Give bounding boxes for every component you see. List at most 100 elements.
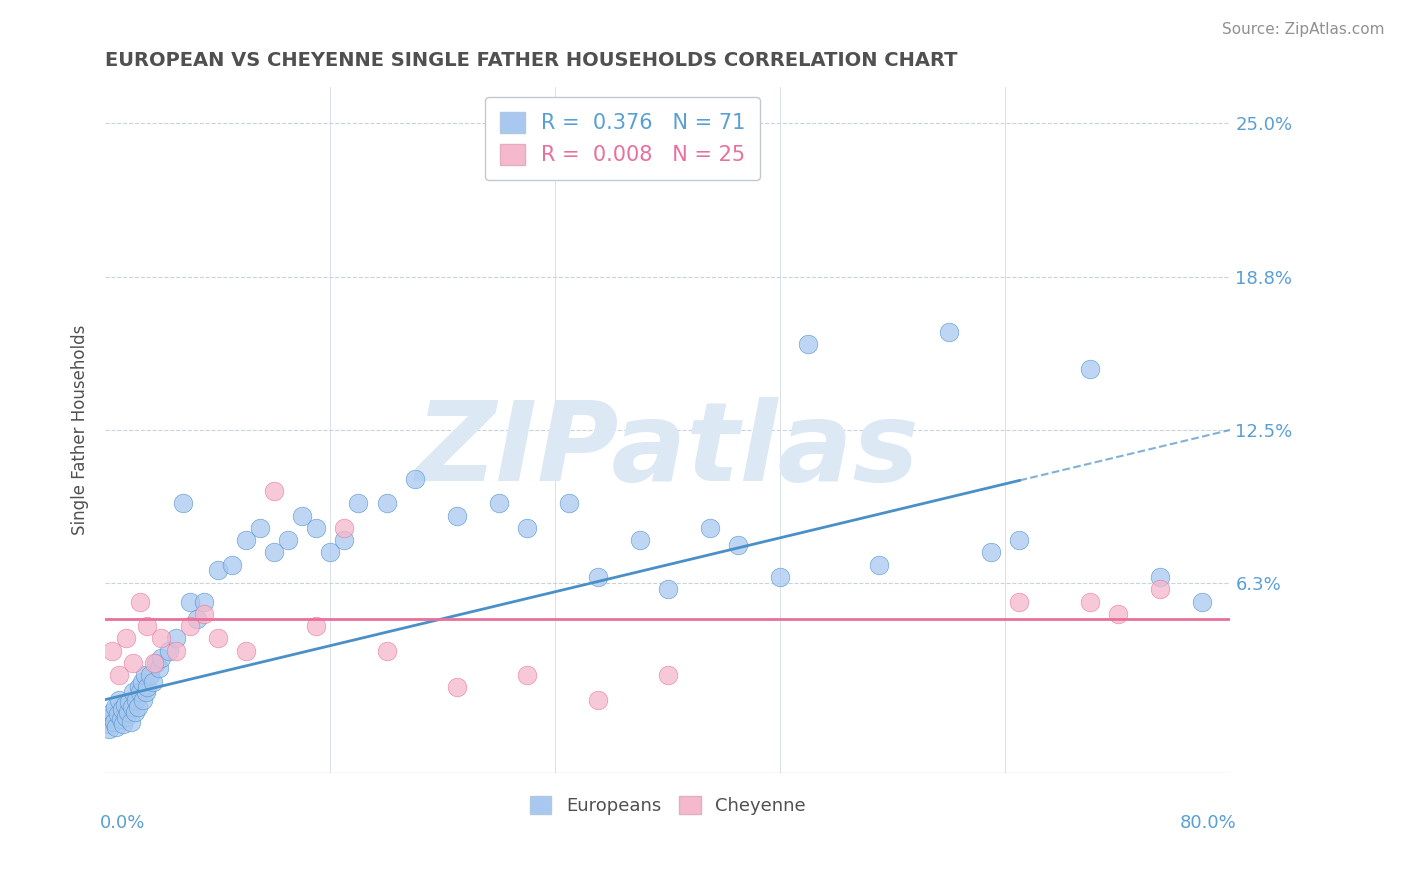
Point <box>139 668 162 682</box>
Point <box>115 710 138 724</box>
Point <box>122 656 145 670</box>
Point <box>235 533 257 548</box>
Point <box>446 508 468 523</box>
Point <box>125 692 148 706</box>
Point <box>657 582 679 597</box>
Point <box>193 594 215 608</box>
Point <box>135 685 157 699</box>
Point <box>131 675 153 690</box>
Point <box>558 496 581 510</box>
Point <box>516 521 538 535</box>
Point <box>404 472 426 486</box>
Point <box>121 700 143 714</box>
Point <box>150 651 173 665</box>
Point <box>1008 594 1031 608</box>
Point <box>142 675 165 690</box>
Point <box>1149 570 1171 584</box>
Point <box>186 612 208 626</box>
Point <box>263 545 285 559</box>
Point <box>98 722 121 736</box>
Point <box>148 661 170 675</box>
Point <box>1078 594 1101 608</box>
Point <box>136 681 159 695</box>
Point <box>319 545 342 559</box>
Point <box>868 558 890 572</box>
Point <box>97 717 120 731</box>
Point <box>446 681 468 695</box>
Point <box>699 521 721 535</box>
Point <box>145 656 167 670</box>
Point <box>129 685 152 699</box>
Point <box>117 705 139 719</box>
Point <box>938 325 960 339</box>
Text: 0.0%: 0.0% <box>100 814 145 832</box>
Point <box>150 632 173 646</box>
Point <box>277 533 299 548</box>
Point <box>1107 607 1129 621</box>
Legend: Europeans, Cheyenne: Europeans, Cheyenne <box>519 785 817 826</box>
Point <box>179 619 201 633</box>
Point <box>1191 594 1213 608</box>
Point <box>114 698 136 712</box>
Point <box>235 643 257 657</box>
Point <box>586 692 609 706</box>
Point <box>263 484 285 499</box>
Point <box>333 521 356 535</box>
Point <box>101 705 124 719</box>
Text: Source: ZipAtlas.com: Source: ZipAtlas.com <box>1222 22 1385 37</box>
Point <box>104 700 127 714</box>
Point <box>305 521 328 535</box>
Point <box>112 717 135 731</box>
Point <box>107 707 129 722</box>
Point <box>172 496 194 510</box>
Point <box>100 710 122 724</box>
Point <box>797 337 820 351</box>
Point <box>980 545 1002 559</box>
Point <box>769 570 792 584</box>
Point <box>157 643 180 657</box>
Point <box>1008 533 1031 548</box>
Point <box>111 702 134 716</box>
Point <box>1078 361 1101 376</box>
Point <box>727 538 749 552</box>
Point <box>291 508 314 523</box>
Point <box>108 692 131 706</box>
Point <box>516 668 538 682</box>
Point <box>128 681 150 695</box>
Point <box>118 695 141 709</box>
Y-axis label: Single Father Households: Single Father Households <box>72 325 89 535</box>
Point <box>586 570 609 584</box>
Point <box>132 692 155 706</box>
Point <box>1149 582 1171 597</box>
Point <box>127 700 149 714</box>
Text: 80.0%: 80.0% <box>1180 814 1236 832</box>
Point <box>305 619 328 633</box>
Point <box>136 619 159 633</box>
Point <box>193 607 215 621</box>
Point <box>120 714 142 729</box>
Point <box>207 632 229 646</box>
Point <box>333 533 356 548</box>
Point <box>124 705 146 719</box>
Point <box>249 521 271 535</box>
Point <box>207 563 229 577</box>
Text: ZIPatlas: ZIPatlas <box>416 397 920 504</box>
Point <box>101 643 124 657</box>
Point <box>375 643 398 657</box>
Point <box>134 668 156 682</box>
Point <box>108 668 131 682</box>
Point <box>143 656 166 670</box>
Point <box>221 558 243 572</box>
Point <box>488 496 510 510</box>
Point <box>165 632 187 646</box>
Point <box>122 685 145 699</box>
Point <box>179 594 201 608</box>
Point <box>347 496 370 510</box>
Point <box>657 668 679 682</box>
Point <box>115 632 138 646</box>
Point <box>375 496 398 510</box>
Point <box>165 643 187 657</box>
Point <box>105 720 128 734</box>
Text: EUROPEAN VS CHEYENNE SINGLE FATHER HOUSEHOLDS CORRELATION CHART: EUROPEAN VS CHEYENNE SINGLE FATHER HOUSE… <box>105 51 957 70</box>
Point <box>110 712 132 726</box>
